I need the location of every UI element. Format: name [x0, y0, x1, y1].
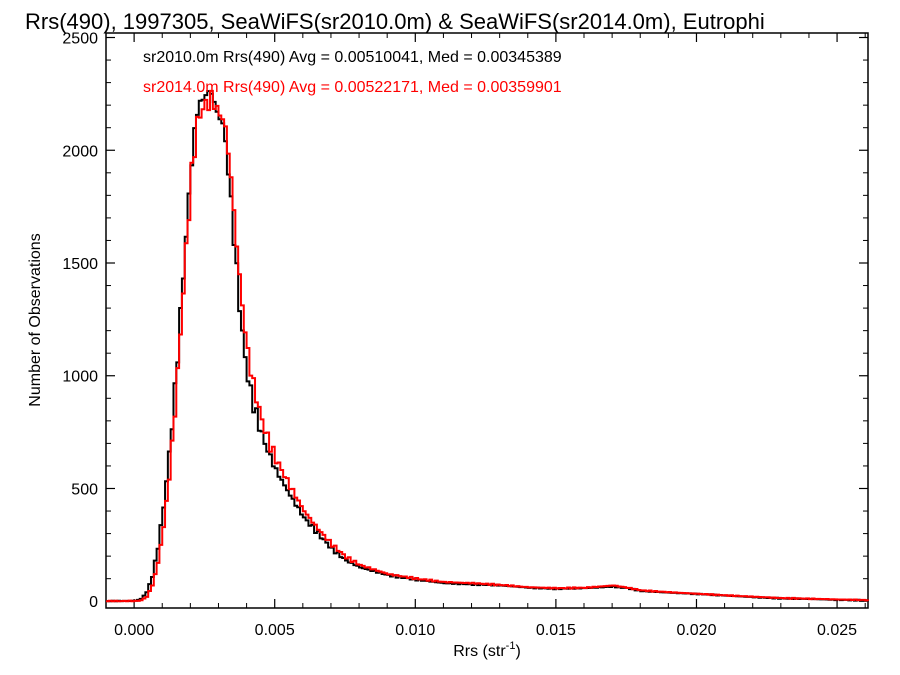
y-axis-label: Number of Observations: [27, 233, 44, 406]
y-tick-label: 0: [89, 594, 98, 611]
series-line-sr2010-0m: [106, 90, 869, 603]
y-tick-label: 1000: [62, 369, 98, 386]
y-tick-label: 2000: [62, 143, 98, 160]
x-tick-label: 0.005: [255, 622, 295, 639]
legend-entry-sr2010: sr2010.0m Rrs(490) Avg = 0.00510041, Med…: [143, 49, 562, 66]
x-axis-label: Rrs (str-1): [453, 640, 521, 660]
x-axis-label-tail: ): [515, 643, 520, 660]
axis-ticks: [105, 33, 868, 608]
series-line-sr2014-0m: [106, 89, 869, 603]
x-tick-label: 0.015: [536, 622, 576, 639]
y-tick-labels: 0 500 1000 1500 2000 2500: [62, 31, 98, 612]
plot-frame: [105, 32, 869, 609]
x-tick-label: 0.010: [395, 622, 435, 639]
x-tick-label: 0.025: [817, 622, 857, 639]
x-tick-label: 0.020: [676, 622, 716, 639]
y-tick-label: 2500: [62, 31, 98, 48]
y-tick-label: 500: [71, 481, 98, 498]
legend-entry-sr2014: sr2014.0m Rrs(490) Avg = 0.00522171, Med…: [143, 79, 562, 96]
x-axis-label-superscript: -1: [506, 640, 516, 652]
chart-title: Rrs(490), 1997305, SeaWiFS(sr2010.0m) & …: [25, 9, 765, 34]
series-layer: [106, 89, 869, 603]
x-tick-labels: 0.000 0.005 0.010 0.015 0.020 0.025: [114, 622, 857, 639]
x-tick-label: 0.000: [114, 622, 154, 639]
x-axis-label-main: Rrs (str: [453, 643, 506, 660]
y-tick-label: 1500: [62, 256, 98, 273]
